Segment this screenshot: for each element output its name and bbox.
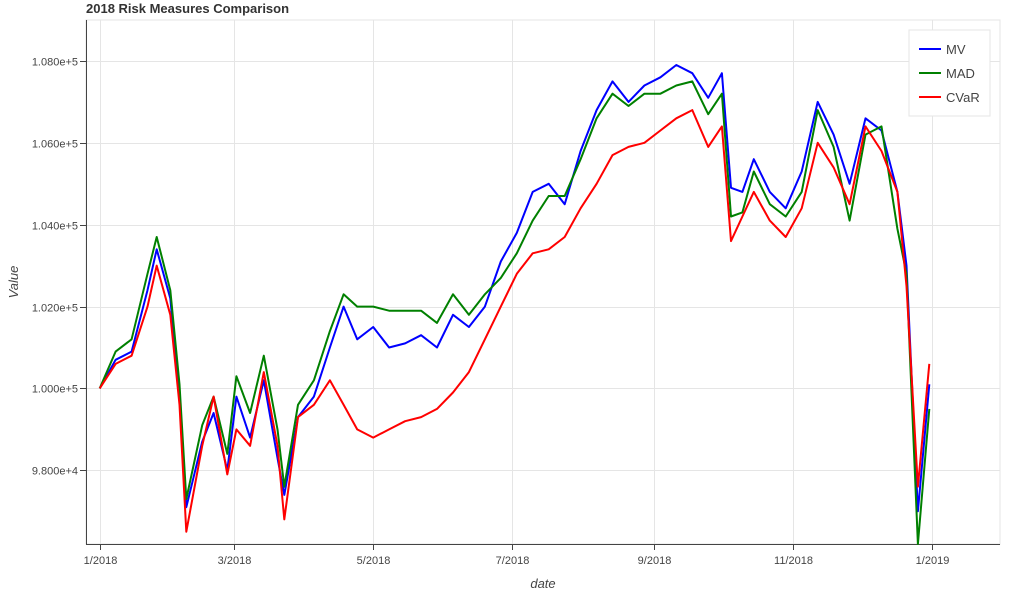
x-axis-label: date <box>530 576 555 591</box>
x-tick-label: 9/2018 <box>638 555 672 567</box>
x-tick-label: 5/2018 <box>357 555 391 567</box>
x-tick-label: 7/2018 <box>496 555 530 567</box>
y-axis-label: Value <box>6 266 21 299</box>
series-line-cvar <box>98 109 931 533</box>
legend-label-mad: MAD <box>946 66 975 81</box>
x-tick-label: 3/2018 <box>218 555 252 567</box>
legend-label-cvar: CVaR <box>946 90 980 105</box>
y-ticks: 9.800e+4 1.000e+5 1.020e+5 1.040e+5 1.060e+5… <box>32 57 86 478</box>
y-tick-label: 1.060e+5 <box>32 139 78 151</box>
axes <box>86 20 1000 545</box>
legend: MV MAD CVaR <box>908 29 991 117</box>
y-tick-label: 1.040e+5 <box>32 221 78 233</box>
series-line-mad <box>98 80 931 545</box>
grid-lines <box>86 20 1000 544</box>
x-tick-label: 1/2018 <box>84 555 118 567</box>
x-tick-label: 1/2019 <box>916 555 950 567</box>
x-tick-label: 11/2018 <box>774 555 813 567</box>
series-lines <box>98 64 931 545</box>
plot-area <box>85 19 1001 545</box>
chart-title: 2018 Risk Measures Comparison <box>86 1 289 16</box>
y-tick-label: 1.080e+5 <box>32 57 78 69</box>
legend-label-mv: MV <box>946 42 966 57</box>
x-ticks: 1/2018 3/2018 5/2018 7/2018 9/2018 11/2018 1/2… <box>84 544 950 567</box>
y-tick-label: 1.000e+5 <box>32 384 78 396</box>
y-tick-label: 1.020e+5 <box>32 303 78 315</box>
y-tick-label: 9.800e+4 <box>32 466 78 478</box>
